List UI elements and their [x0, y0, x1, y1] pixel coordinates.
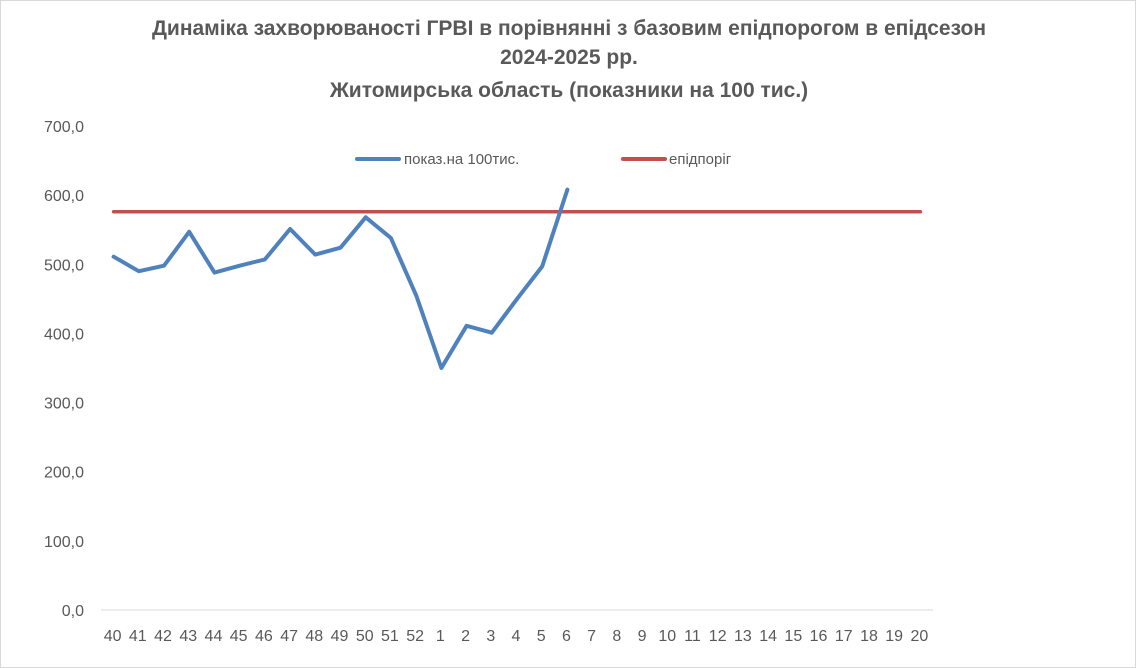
- x-tick-label: 18: [860, 628, 878, 645]
- x-tick-label: 51: [381, 628, 399, 645]
- x-tick-label: 42: [154, 628, 172, 645]
- x-tick-label: 16: [810, 628, 828, 645]
- x-tick-label: 41: [129, 628, 147, 645]
- y-tick-label: 500,0: [44, 257, 84, 274]
- x-tick-label: 52: [406, 628, 424, 645]
- x-tick-label: 40: [104, 628, 122, 645]
- x-tick-label: 10: [658, 628, 676, 645]
- legend-item-epidporig: епідпоріг: [621, 151, 732, 168]
- x-tick-label: 44: [205, 628, 223, 645]
- x-tick-label: 1: [436, 628, 445, 645]
- legend-item-pokaz: показ.на 100тис.: [355, 151, 519, 168]
- series-line-pokaz: [111, 187, 570, 370]
- x-tick-label: 48: [305, 628, 323, 645]
- x-tick-label: 11: [684, 628, 701, 645]
- y-tick-label: 0,0: [62, 603, 84, 620]
- y-tick-label: 700,0: [44, 119, 84, 136]
- x-tick-label: 12: [709, 628, 727, 645]
- x-tick-label: 6: [562, 628, 571, 645]
- x-tick-label: 20: [910, 628, 928, 645]
- x-tick-label: 15: [784, 628, 802, 645]
- series-layer: [111, 187, 923, 370]
- chart-title-line-3: Житомирська область (показники на 100 ти…: [329, 79, 809, 102]
- x-axis-labels: 40 41 42 43 44 45 46 47 48 49 50 51 52 1 2 3 4 5 6 7 8 9 10 11 1…: [104, 628, 929, 645]
- x-tick-label: 43: [179, 628, 197, 645]
- x-tick-label: 19: [885, 628, 903, 645]
- x-tick-label: 46: [255, 628, 273, 645]
- x-tick-label: 17: [835, 628, 853, 645]
- x-tick-label: 13: [734, 628, 752, 645]
- x-tick-label: 8: [612, 628, 621, 645]
- legend-label: показ.на 100тис.: [404, 151, 519, 168]
- legend: показ.на 100тис. епідпоріг: [355, 151, 732, 168]
- chart-title-line-1: Динаміка захворюваності ГРВІ в порівнянн…: [151, 17, 987, 40]
- y-tick-label: 400,0: [44, 326, 84, 343]
- x-tick-label: 2: [461, 628, 470, 645]
- y-tick-label: 300,0: [44, 396, 84, 413]
- x-tick-label: 14: [759, 628, 777, 645]
- x-tick-label: 50: [356, 628, 374, 645]
- y-tick-label: 200,0: [44, 465, 84, 482]
- x-tick-label: 45: [230, 628, 248, 645]
- y-tick-label: 600,0: [44, 188, 84, 205]
- x-tick-label: 47: [280, 628, 298, 645]
- x-tick-label: 49: [331, 628, 349, 645]
- x-tick-label: 4: [512, 628, 521, 645]
- chart-title-line-2: 2024-2025 рр.: [500, 46, 638, 69]
- legend-label: епідпоріг: [669, 151, 732, 168]
- x-tick-label: 5: [537, 628, 546, 645]
- y-tick-label: 100,0: [44, 534, 84, 551]
- x-tick-label: 3: [486, 628, 495, 645]
- y-axis-labels: 0,0 100,0 200,0 300,0 400,0 500,0 600,0 700,0: [44, 119, 84, 620]
- x-tick-label: 7: [587, 628, 596, 645]
- x-tick-label: 9: [638, 628, 647, 645]
